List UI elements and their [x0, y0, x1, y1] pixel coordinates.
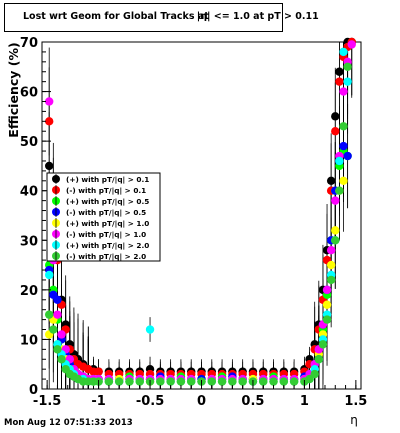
- data-point-8: [53, 345, 62, 354]
- data-point-6: [322, 285, 332, 295]
- data-point-6: [331, 196, 340, 205]
- legend-label: (+) with pT/|q| > 1.0: [66, 219, 149, 229]
- data-point-8: [343, 62, 352, 71]
- data-point-2: [331, 127, 340, 136]
- data-point-8: [310, 369, 319, 379]
- data-point-8: [331, 236, 340, 245]
- data-point-8: [114, 377, 124, 386]
- data-point-5: [322, 300, 332, 309]
- data-point-8: [228, 377, 237, 386]
- data-point-8: [125, 377, 134, 386]
- legend-label: (-) with pT/|q| > 1.0: [66, 230, 146, 240]
- data-point-8: [339, 122, 348, 131]
- x-axis-label: η: [350, 413, 358, 427]
- data-point-5: [331, 226, 340, 235]
- data-point-6: [53, 310, 62, 319]
- legend-label: (-) with pT/|q| > 0.5: [66, 208, 146, 218]
- data-point-8: [289, 377, 299, 386]
- data-point-1: [45, 161, 54, 171]
- data-point-5: [339, 176, 348, 185]
- data-point-8: [335, 186, 344, 195]
- data-point-8: [238, 377, 247, 386]
- data-point-4: [53, 295, 62, 304]
- legend-label: (+) with pT/|q| > 0.1: [66, 175, 149, 185]
- axes: Efficiency (%) η -1.5 -1 -0.5 0 0.5 1 1.5 0 10 20…: [6, 36, 367, 427]
- legend: (+) with pT/|q| > 0.1(-) with pT/|q| > 0…: [46, 172, 161, 262]
- data-point-8: [326, 275, 336, 285]
- y-axis-label: Efficiency (%): [6, 42, 21, 137]
- data-point-8: [269, 377, 278, 386]
- x-tick-label: 1.5: [344, 394, 367, 409]
- data-point-4: [343, 151, 352, 161]
- data-point-8: [318, 340, 328, 349]
- x-tick-label: 0: [197, 394, 206, 409]
- data-point-8: [217, 377, 227, 386]
- data-point-6: [339, 87, 348, 96]
- title-box: Lost wrt Geom for Global Tracks at|η| <=…: [4, 3, 319, 32]
- data-point-7: [145, 325, 155, 334]
- data-point-8: [156, 377, 165, 386]
- data-point-2: [94, 367, 103, 376]
- legend-label: (+) with pT/|q| > 0.5: [66, 197, 149, 207]
- timestamp: Mon Aug 12 07:51:33 2013: [4, 418, 133, 428]
- y-tick-label: 60: [20, 86, 38, 101]
- data-point-6: [57, 330, 66, 339]
- data-point-2: [45, 117, 54, 126]
- y-tick-label: 10: [20, 333, 38, 348]
- data-point-8: [314, 355, 324, 364]
- data-point-8: [104, 377, 114, 386]
- data-point-8: [49, 325, 58, 334]
- data-point-6: [45, 97, 54, 106]
- y-tick-label: 20: [20, 284, 38, 299]
- data-point-8: [45, 310, 54, 319]
- data-point-6: [347, 40, 356, 49]
- data-point-1: [331, 112, 340, 121]
- data-point-1: [326, 176, 336, 185]
- y-tick-label: 0: [29, 383, 38, 398]
- legend-box: [46, 172, 161, 262]
- data-point-8: [176, 377, 186, 386]
- chart-title: Lost wrt Geom for Global Tracks at|η| <=…: [23, 11, 319, 22]
- legend-label: (+) with pT/|q| > 2.0: [66, 241, 149, 251]
- data-point-7: [343, 77, 352, 86]
- data-point-5: [326, 260, 336, 270]
- y-tick-label: 30: [20, 234, 38, 249]
- x-tick-label: -0.5: [136, 394, 164, 409]
- x-tick-label: -1: [91, 394, 105, 409]
- x-tick-label: -1.5: [33, 394, 61, 409]
- y-tick-label: 40: [20, 185, 38, 200]
- data-point-8: [57, 355, 66, 364]
- x-tick-label: 1: [300, 394, 309, 409]
- data-point-8: [187, 377, 196, 386]
- data-point-7: [45, 270, 54, 280]
- data-point-8: [166, 377, 175, 386]
- data-point-8: [207, 377, 216, 386]
- data-point-8: [135, 377, 144, 386]
- legend-label: (-) with pT/|q| > 2.0: [66, 252, 146, 262]
- data-point-7: [339, 47, 348, 57]
- data-point-4: [339, 141, 348, 151]
- legend-label: (-) with pT/|q| > 0.1: [66, 186, 146, 196]
- data-point-8: [322, 315, 332, 324]
- data-point-8: [279, 377, 289, 386]
- y-tick-label: 70: [20, 36, 38, 51]
- data-point-8: [259, 377, 268, 386]
- data-point-1: [335, 67, 344, 76]
- data-point-2: [335, 77, 344, 86]
- data-point-6: [326, 246, 336, 255]
- y-tick-label: 50: [20, 135, 38, 150]
- x-tick-label: 0.5: [241, 394, 264, 409]
- data-point-7: [335, 156, 344, 166]
